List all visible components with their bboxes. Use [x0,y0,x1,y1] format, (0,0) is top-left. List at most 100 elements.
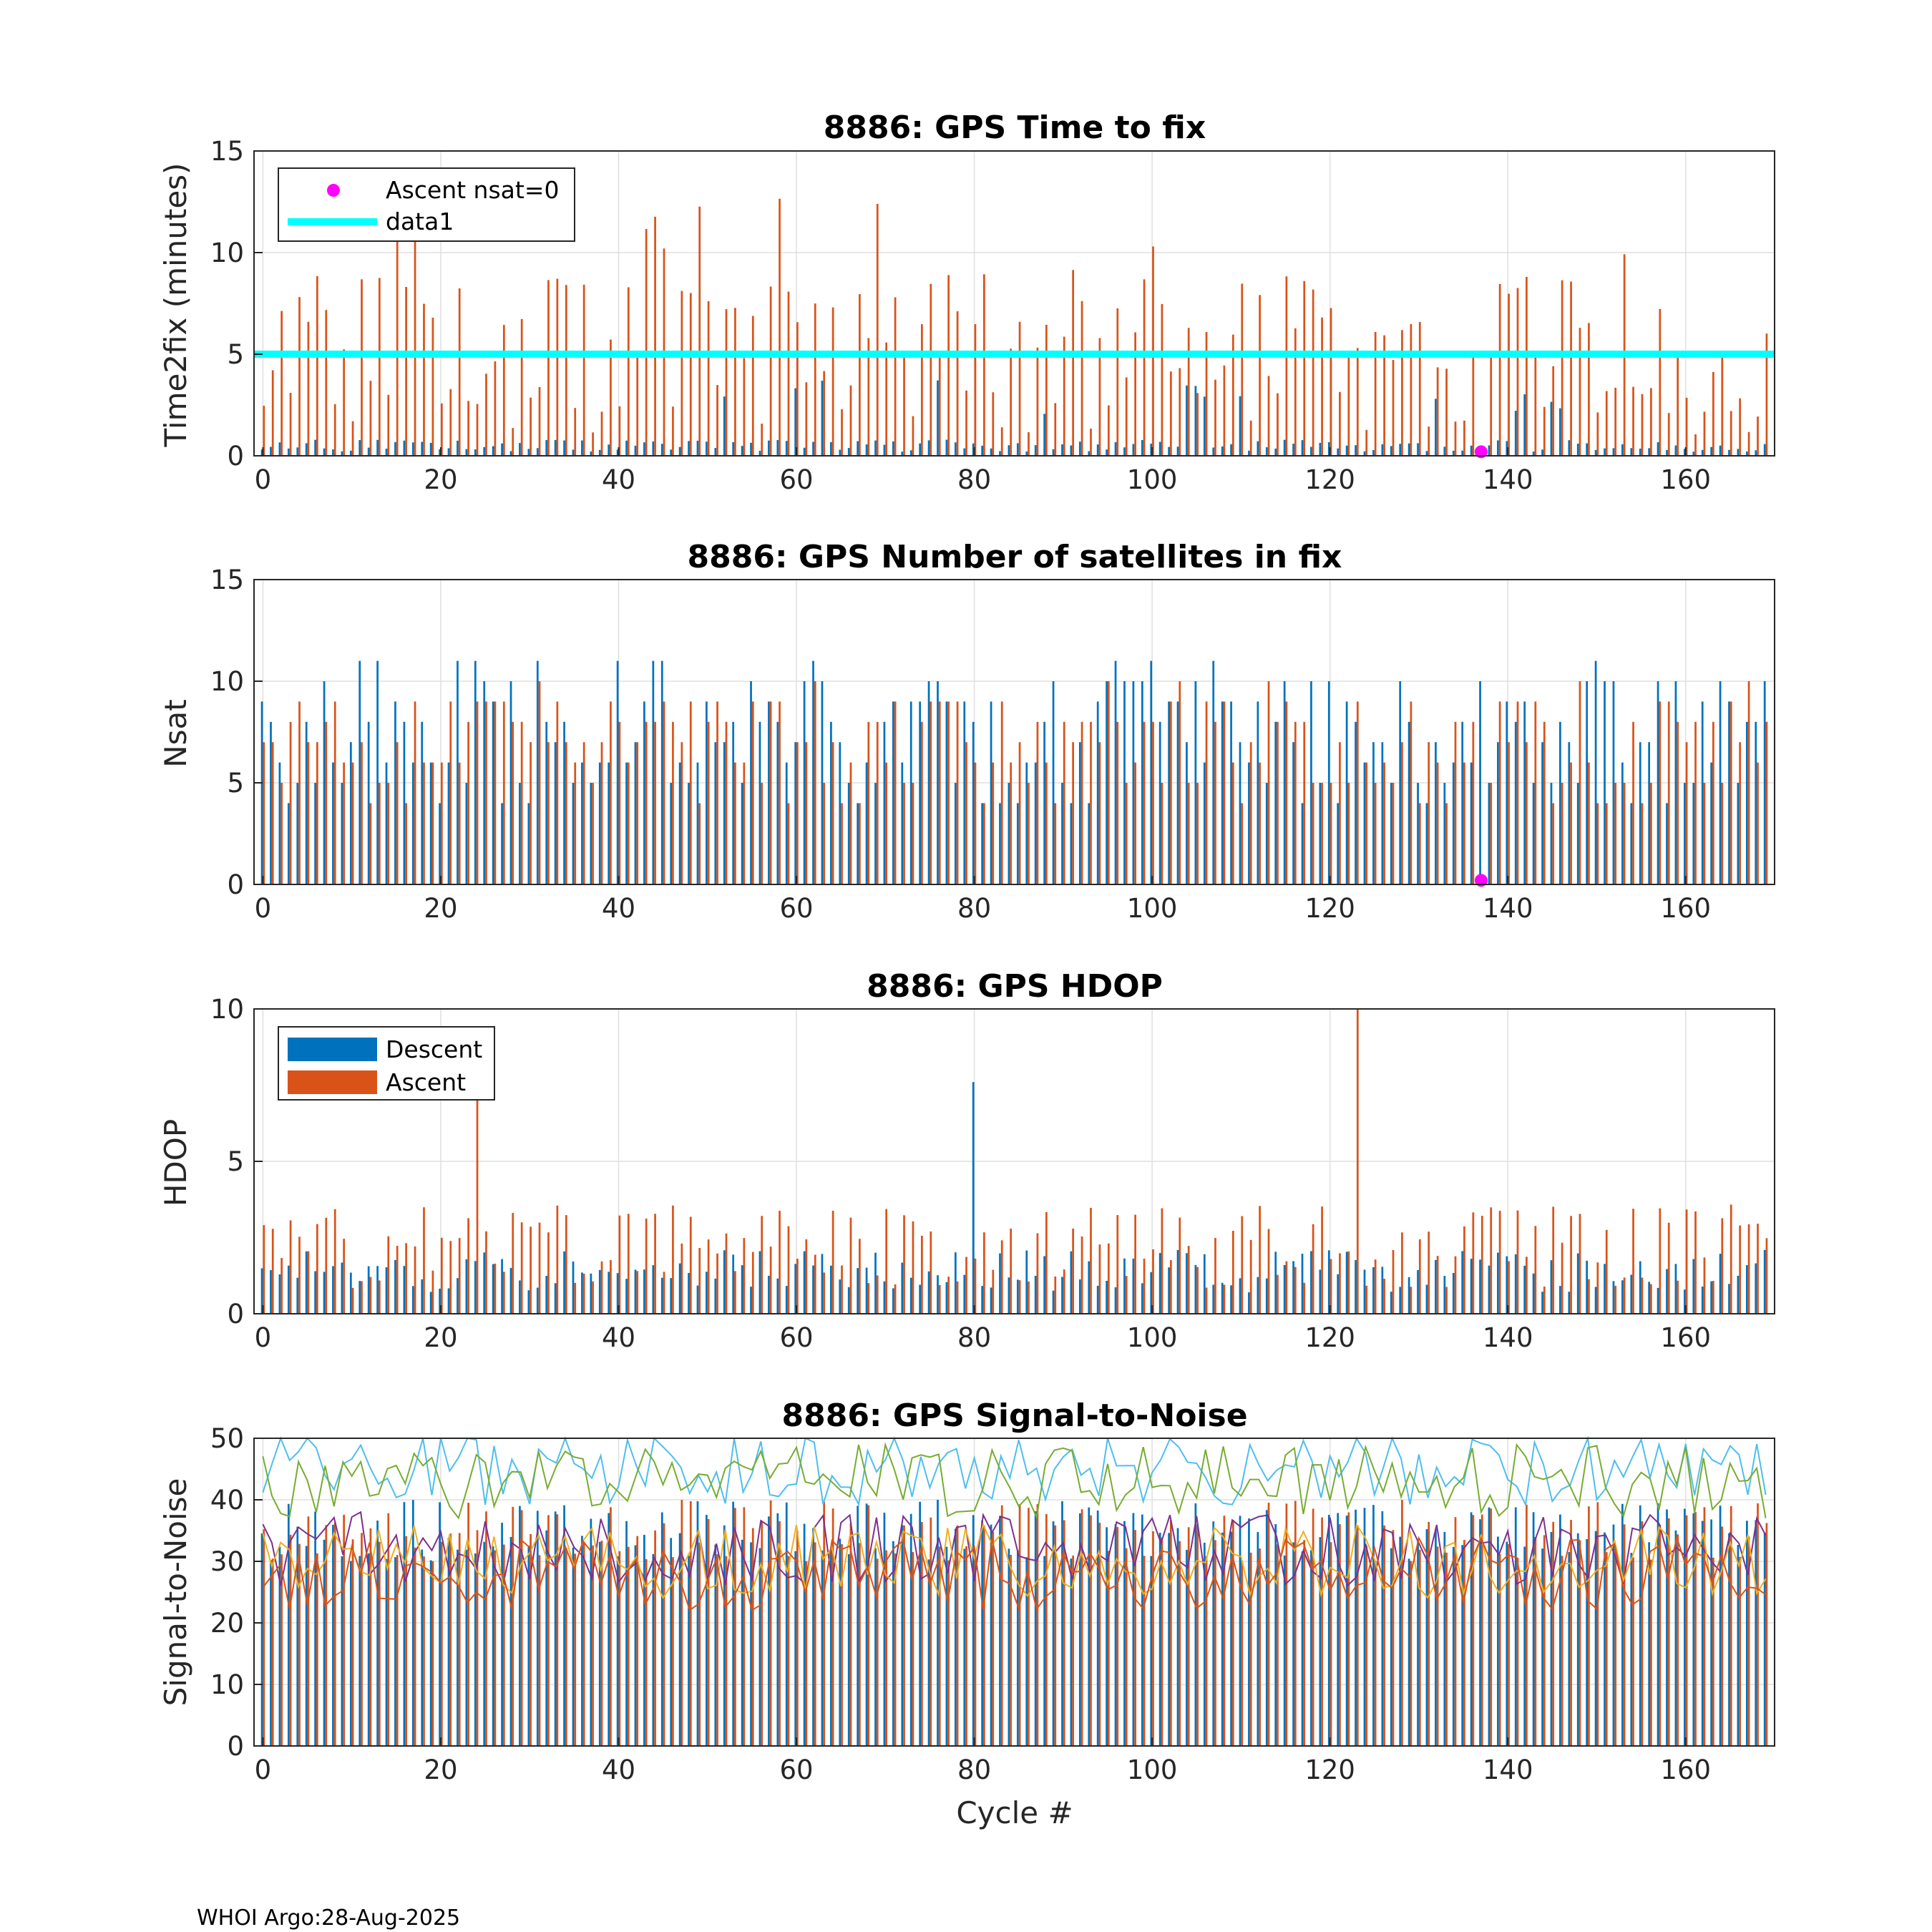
nsat-descent-bar [1194,681,1197,884]
snr-ascent-bar [1330,1542,1332,1746]
ttf-descent-bar [1355,445,1357,456]
nsat-descent-bar [519,783,521,884]
nsat-descent-bar [349,742,352,884]
nsat-ascent-bar [1303,721,1306,884]
nsat-descent-bar [1407,721,1410,884]
ttf-descent-bar [1523,394,1526,456]
ttf-descent-bar [1639,448,1641,456]
nsat-descent-bar [1532,783,1535,884]
nsat-ascent-bar [1739,742,1742,884]
ttf-descent-bar [990,448,992,456]
snr-descent-bar [1648,1542,1651,1746]
hdop-descent-bar [1550,1260,1553,1314]
ttf-ascent-bar [725,309,728,456]
nsat-descent-bar [1114,660,1117,884]
ttf-descent-bar [1425,451,1428,456]
nsat-ascent-bar [672,721,674,884]
hdop-ascent-bar [449,1241,452,1314]
nsat-descent-bar [1506,701,1508,884]
hdop-ascent-bar [1480,1216,1483,1314]
hdop-ascent-bar [779,1211,781,1314]
hdop-descent-bar [1008,1277,1010,1314]
nsat-descent-bar [999,803,1001,884]
nsat-ascent-bar [983,803,985,884]
snr-descent-bar [919,1501,922,1746]
snr-ascent-bar [1259,1548,1261,1746]
hdop-descent-bar [1141,1283,1143,1314]
snr-descent-bar [696,1501,699,1746]
nsat-ascent-bar [520,721,523,884]
nsat-ascent-bar [947,701,950,884]
nsat-xtick-label: 100 [1127,893,1178,924]
hdop-ascent-bar [547,1232,550,1314]
hdop-descent-bar [758,1251,761,1314]
nsat-ascent-bar [1410,701,1413,884]
snr-ascent-bar [1143,1556,1146,1746]
nsat-descent-bar [411,762,414,884]
nsat-descent-bar [670,783,673,884]
ttf-descent-bar [323,448,326,456]
nsat-ascent-bar [574,762,577,884]
snr-ascent-bar [387,1513,390,1746]
ttf-ascent-bar [814,303,816,456]
hdop-ascent-bar [930,1231,932,1314]
nsat-ascent-bar [1152,721,1154,884]
snr-descent-bar [1523,1546,1526,1746]
nsat-descent-bar [572,783,575,884]
ttf-descent-bar [1550,401,1553,456]
hdop-ascent-bar [458,1238,461,1314]
snr-ascent-bar [423,1556,425,1746]
hdop-ascent-bar [1090,1208,1092,1314]
nsat-descent-bar [439,803,441,884]
snr-descent-bar [1257,1532,1259,1746]
hdop-descent-bar [768,1275,770,1314]
ttf-descent-bar [1283,439,1286,456]
ttf-ascent-bar [876,203,879,456]
snr-ascent-bar [894,1553,897,1746]
snr-ascent-bar [1072,1555,1075,1746]
ttf-ascent-bar [414,230,416,456]
ttf-ascent-bar [956,311,959,456]
nsat-descent-bar [1372,742,1375,884]
hdop-descent-bar [1203,1254,1206,1314]
hdop-ascent-bar [582,1274,585,1314]
ttf-descent-bar [1745,451,1748,456]
snr-ascent-bar [1605,1552,1608,1746]
snr-descent-bar [616,1556,619,1746]
ttf-ascent-bar [289,393,292,456]
snr-ascent-bar [1303,1540,1306,1746]
time-to-fix-panel: 8886: GPS Time to fix Time2fix (minutes)… [158,109,1775,495]
nsat-panel: 8886: GPS Number of satellites in fix Ns… [158,539,1775,924]
nsat-ascent-bar [1196,783,1199,884]
hdop-ascent-bar [565,1215,567,1314]
ttf-descent-bar [1132,444,1135,456]
snr-descent-bar [1114,1524,1117,1746]
ttf-descent-bar [758,451,761,456]
hdop-xtick-label: 0 [255,1322,272,1353]
snr-ascent-bar [1596,1502,1599,1746]
snr-descent-bar [1443,1531,1446,1746]
nsat-descent-bar [429,762,432,884]
nsat-ytick-label: 10 [210,666,244,697]
hdop-descent-bar [554,1283,557,1314]
snr-descent-bar [1301,1551,1304,1746]
hdop-ascent-bar [405,1243,407,1314]
nsat-ascent-bar [618,721,621,884]
snr-descent-bar [305,1546,308,1746]
snr-descent-bar [981,1520,984,1746]
ttf-ascent-bar [787,291,790,456]
hdop-descent-bar [706,1272,708,1314]
nsat-ascent-bar [1285,701,1288,884]
nsat-descent-bar [1514,721,1517,884]
ttf-descent-bar [394,441,396,456]
nsat-ascent-bar [894,701,897,884]
snr-descent-bar [1248,1518,1250,1746]
hdop-descent-bar [1230,1285,1232,1314]
snr-ascent-bar [1436,1546,1439,1746]
hdop-descent-bar [305,1251,308,1314]
ttf-ascent-bar [333,404,336,456]
nsat-descent-bar [1604,681,1606,884]
hdop-ascent-bar [1650,1284,1652,1314]
ttf-descent-bar [1568,440,1571,456]
ttf-descent-bar [830,441,832,456]
